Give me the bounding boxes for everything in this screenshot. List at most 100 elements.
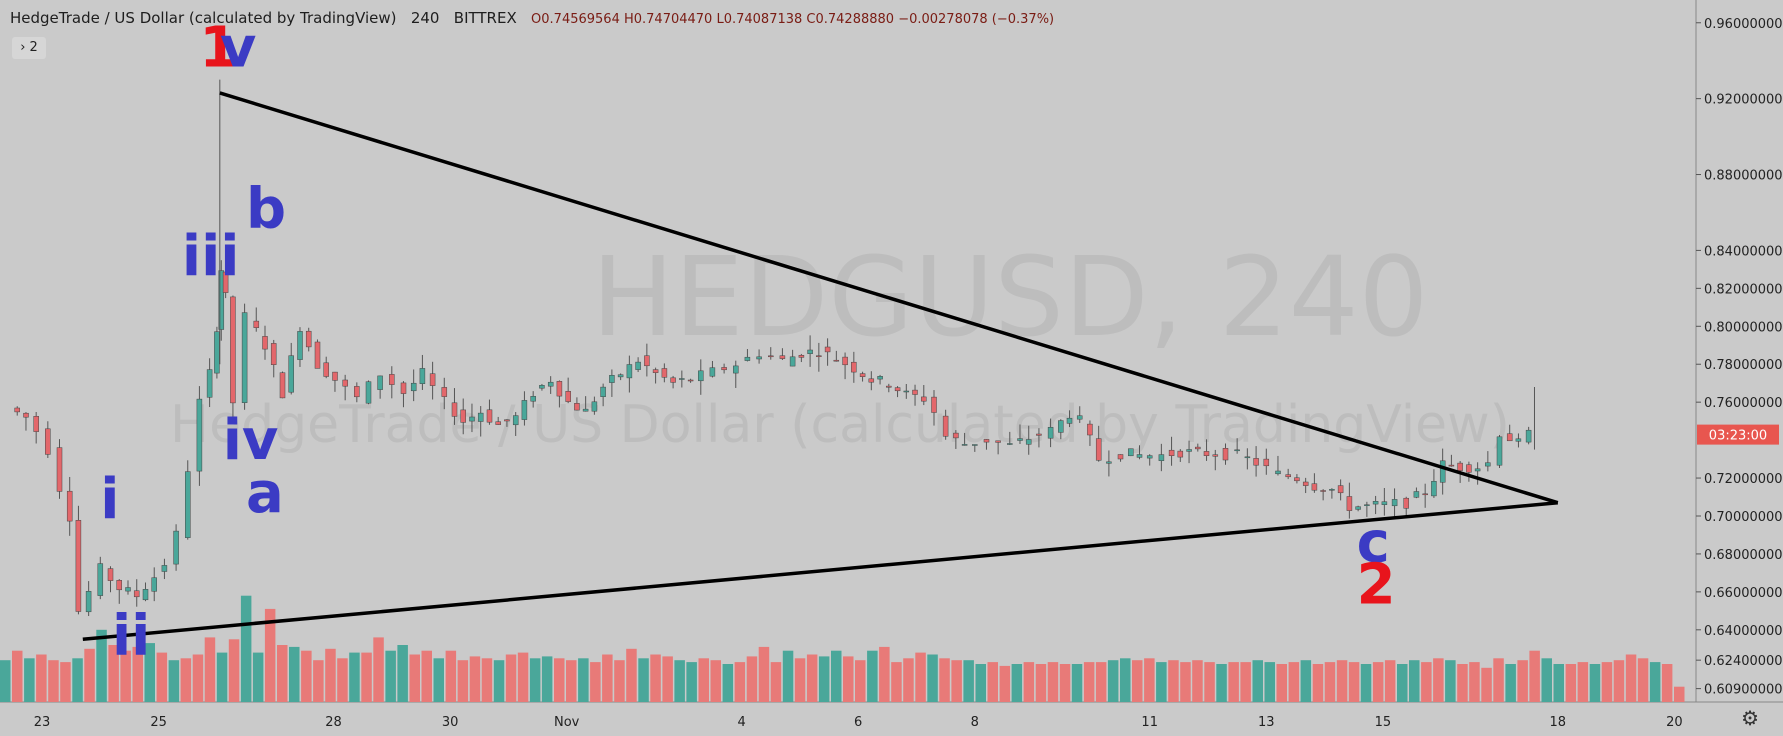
candle — [1439, 460, 1446, 483]
candle — [1222, 448, 1229, 461]
volume-bar — [1553, 664, 1564, 702]
candle — [314, 341, 321, 369]
volume-bar — [590, 662, 601, 702]
volume-bar — [867, 650, 878, 702]
candle — [1244, 456, 1251, 459]
candle — [288, 355, 294, 393]
candle — [305, 330, 312, 348]
volume-bar — [517, 652, 529, 702]
volume-bar — [614, 660, 625, 702]
volume-bar — [457, 660, 469, 702]
candle — [218, 270, 225, 330]
wave-label: 1 — [199, 15, 238, 80]
candle — [342, 379, 348, 387]
trendline-lower — [82, 500, 1558, 642]
volume-bar — [1312, 664, 1324, 702]
volume-bar — [1120, 658, 1131, 702]
candle — [1076, 415, 1083, 420]
candle — [744, 356, 751, 361]
price-tick-label: 0.60900000 — [1704, 683, 1783, 698]
volume-bar — [120, 650, 131, 702]
volume-bar — [1300, 660, 1312, 702]
ohlc-values: O0.74569564 H0.74704470 L0.74087138 C0.7… — [531, 12, 1055, 27]
candle — [1212, 454, 1219, 457]
candle — [116, 580, 122, 591]
volume-bar — [289, 646, 300, 702]
price-tick-label: 0.66000000 — [1704, 586, 1783, 601]
candle — [400, 382, 407, 394]
volume-bar — [578, 658, 589, 702]
volume-bar — [951, 660, 962, 702]
volume-bar — [1565, 664, 1577, 702]
candle — [504, 419, 510, 422]
wave-label: c — [1357, 511, 1390, 576]
candle — [868, 378, 875, 383]
volume-bar — [1493, 658, 1504, 702]
volume-bar — [1613, 660, 1625, 702]
candle — [56, 447, 63, 492]
candle — [1017, 438, 1023, 441]
candle — [600, 386, 606, 397]
volume-bar — [1180, 662, 1191, 702]
volume-bar — [192, 654, 204, 702]
candle — [574, 403, 580, 411]
candle — [332, 371, 338, 381]
candle — [125, 587, 131, 592]
candle — [23, 412, 29, 418]
watermark-symbol: HEDGUSD, 240 — [591, 233, 1428, 361]
volume-bar — [638, 658, 649, 702]
candle — [419, 368, 426, 384]
candle — [66, 490, 73, 522]
price-tick-label: 0.82000000 — [1704, 282, 1783, 297]
volume-bar — [746, 656, 758, 702]
volume-bar — [1469, 662, 1480, 702]
candle — [679, 378, 685, 380]
price-tick-label: 0.64000000 — [1704, 624, 1783, 639]
volume-bar — [554, 658, 565, 702]
candle — [1329, 489, 1335, 491]
volume-bar — [541, 656, 553, 702]
candle — [1087, 423, 1093, 436]
volume-bar — [1360, 664, 1372, 702]
price-tick-label: 0.70000000 — [1704, 510, 1783, 525]
volume-bar — [1095, 662, 1107, 702]
indicator-toggle-button[interactable]: › 2 — [12, 37, 46, 59]
volume-bar — [325, 648, 336, 702]
volume-bar — [301, 650, 312, 702]
volume-bar — [1348, 662, 1360, 702]
candle — [1117, 454, 1124, 460]
candle — [1136, 454, 1143, 458]
candle — [279, 372, 286, 399]
time-tick-label: 20 — [1666, 715, 1683, 730]
candle — [222, 271, 229, 293]
candle — [151, 577, 157, 592]
candle — [1457, 462, 1463, 471]
candle — [1431, 481, 1437, 497]
volume-bar — [1324, 662, 1336, 702]
candle — [1186, 449, 1192, 452]
candle — [262, 336, 268, 350]
candle — [617, 374, 624, 378]
price-tick-label: 0.80000000 — [1704, 320, 1783, 335]
candle — [97, 563, 104, 596]
volume-bar — [698, 658, 709, 702]
candle — [687, 379, 694, 382]
candle — [670, 377, 676, 383]
volume-bar — [650, 654, 661, 702]
candle — [768, 355, 774, 358]
volume-bar — [277, 645, 288, 702]
volume-bar — [1168, 660, 1179, 702]
candle — [33, 416, 39, 432]
candle — [1146, 455, 1153, 459]
candle — [75, 520, 82, 612]
volume-bar — [1397, 664, 1408, 702]
candle — [297, 331, 303, 360]
candle — [1025, 439, 1032, 445]
gear-icon[interactable]: ⚙ — [1741, 706, 1759, 730]
time-tick-label: 18 — [1550, 715, 1567, 730]
price-tick-label: 0.88000000 — [1704, 169, 1783, 184]
volume-bar — [831, 650, 842, 702]
volume-bar — [1601, 662, 1613, 702]
candle — [547, 381, 554, 387]
